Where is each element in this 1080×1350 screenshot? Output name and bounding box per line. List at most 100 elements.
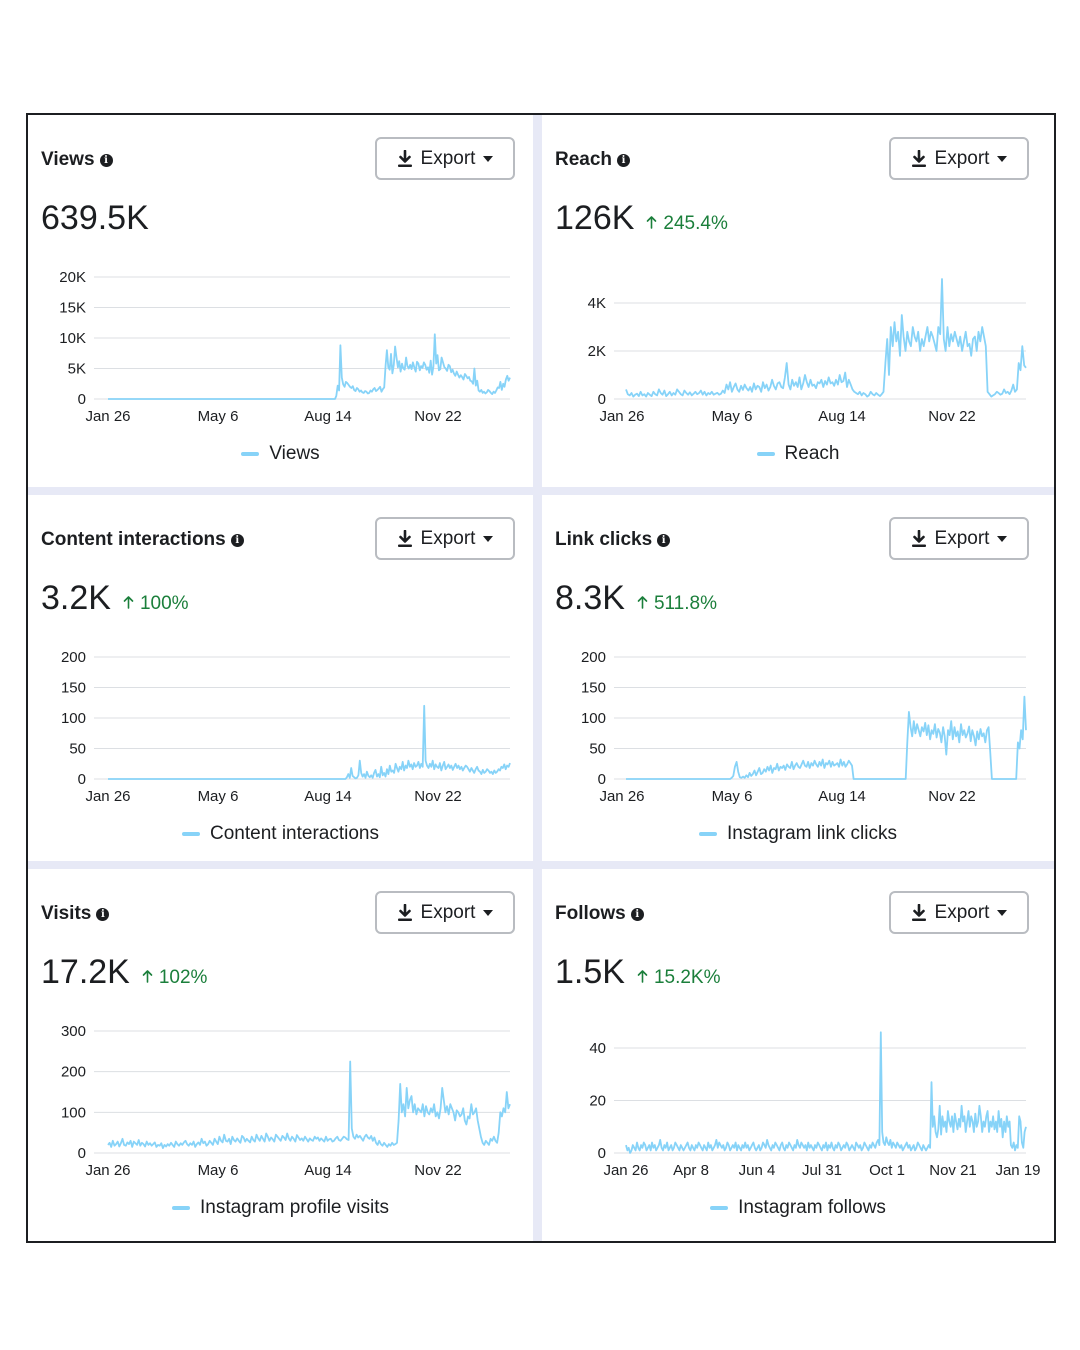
x-tick-label: May 6 bbox=[712, 408, 753, 425]
card-title-text: Views bbox=[41, 149, 95, 170]
x-tick-label: Aug 14 bbox=[304, 1162, 352, 1179]
y-tick-label: 40 bbox=[589, 1040, 606, 1057]
export-button-content-interactions[interactable]: Export bbox=[375, 517, 515, 560]
y-tick-label: 10K bbox=[59, 330, 86, 347]
info-icon[interactable]: i bbox=[230, 533, 244, 547]
y-tick-label: 200 bbox=[61, 649, 86, 666]
metric-card-views: Views i Export 639.5K 0 5K 10K 15K 20K Jan 26… bbox=[28, 115, 533, 487]
legend-label: Views bbox=[269, 443, 320, 464]
metric: 126K 245.4% bbox=[555, 199, 728, 238]
chart-legend[interactable]: Instagram profile visits bbox=[28, 1197, 533, 1219]
caret-down-icon bbox=[483, 535, 494, 542]
export-button-views[interactable]: Export bbox=[375, 137, 515, 180]
chart-legend[interactable]: Content interactions bbox=[28, 823, 533, 845]
export-label: Export bbox=[934, 147, 990, 169]
legend-swatch bbox=[182, 832, 200, 836]
export-button-follows[interactable]: Export bbox=[889, 891, 1029, 934]
x-tick-label: Nov 21 bbox=[929, 1162, 977, 1179]
y-tick-label: 200 bbox=[61, 1064, 86, 1081]
card-title: Content interactions i bbox=[41, 529, 244, 551]
info-icon[interactable]: i bbox=[96, 907, 110, 921]
metric-change-text: 15.2K% bbox=[653, 967, 721, 988]
y-tick-label: 200 bbox=[581, 649, 606, 666]
y-tick-label: 100 bbox=[61, 710, 86, 727]
y-tick-label: 0 bbox=[78, 1145, 86, 1162]
x-tick-label: Aug 14 bbox=[304, 408, 352, 425]
y-tick-label: 2K bbox=[588, 343, 606, 360]
info-icon[interactable]: i bbox=[617, 153, 631, 167]
metric-change: 15.2K% bbox=[637, 967, 721, 989]
metric-change: 245.4% bbox=[646, 213, 728, 235]
line-chart-views: 0 5K 10K 15K 20K Jan 26 May 6 Aug 14 Nov 22 bbox=[59, 269, 511, 425]
arrow-up-icon bbox=[123, 596, 134, 609]
metric-value: 8.3K bbox=[555, 579, 625, 617]
metric-change-text: 245.4% bbox=[663, 213, 728, 234]
metric-change-text: 102% bbox=[158, 967, 208, 988]
x-tick-label: May 6 bbox=[712, 788, 753, 805]
x-tick-label: Nov 22 bbox=[414, 408, 462, 425]
metric-change-text: 100% bbox=[139, 593, 189, 614]
info-icon[interactable]: i bbox=[99, 153, 113, 167]
dashboard-frame: Views i Export 639.5K 0 5K 10K 15K 20K Jan 26… bbox=[26, 113, 1056, 1243]
x-tick-label: Nov 22 bbox=[928, 408, 976, 425]
export-button-visits[interactable]: Export bbox=[375, 891, 515, 934]
chart-legend[interactable]: Views bbox=[28, 443, 533, 465]
y-tick-label: 0 bbox=[78, 391, 86, 408]
y-tick-label: 50 bbox=[589, 741, 606, 758]
series-line-content-interactions[interactable] bbox=[108, 704, 511, 780]
card-title: Views i bbox=[41, 149, 113, 171]
line-chart-visits: 0 100 200 300 Jan 26 May 6 Aug 14 Nov 22 bbox=[61, 1023, 511, 1179]
arrow-up-icon bbox=[637, 970, 648, 983]
x-tick-label: Jan 19 bbox=[995, 1162, 1040, 1179]
series-line-link-clicks[interactable] bbox=[626, 695, 1027, 780]
card-title-text: Reach bbox=[555, 149, 613, 170]
card-title-text: Visits bbox=[41, 903, 92, 924]
chart-legend[interactable]: Instagram link clicks bbox=[542, 823, 1054, 845]
arrow-up-icon bbox=[142, 970, 153, 983]
series-line-reach[interactable] bbox=[625, 278, 1027, 398]
metric: 17.2K 102% bbox=[41, 953, 207, 992]
info-icon[interactable]: i bbox=[630, 907, 644, 921]
y-tick-label: 0 bbox=[598, 1145, 606, 1162]
y-tick-label: 20 bbox=[589, 1093, 606, 1110]
legend-swatch bbox=[756, 452, 775, 456]
card-title-text: Follows bbox=[555, 903, 626, 924]
x-tick-label: Aug 14 bbox=[304, 788, 352, 805]
caret-down-icon bbox=[997, 155, 1008, 162]
arrow-up-icon bbox=[647, 216, 657, 229]
legend-label: Instagram profile visits bbox=[199, 1197, 389, 1218]
metric: 639.5K bbox=[41, 199, 149, 238]
legend-label: Reach bbox=[784, 443, 840, 464]
info-icon[interactable]: i bbox=[657, 533, 671, 547]
export-label: Export bbox=[420, 527, 476, 549]
y-tick-label: 100 bbox=[61, 1104, 86, 1121]
y-tick-label: 20K bbox=[59, 269, 86, 286]
legend-label: Instagram follows bbox=[738, 1197, 886, 1218]
chart-legend[interactable]: Instagram follows bbox=[542, 1197, 1054, 1219]
chart-legend[interactable]: Reach bbox=[542, 443, 1054, 465]
metric-value: 17.2K bbox=[41, 953, 130, 991]
series-line-follows[interactable] bbox=[625, 1031, 1027, 1154]
series-line-views[interactable] bbox=[108, 333, 511, 400]
x-tick-label: Jan 26 bbox=[599, 788, 644, 805]
metric: 8.3K 511.8% bbox=[555, 579, 717, 618]
export-button-link-clicks[interactable]: Export bbox=[889, 517, 1029, 560]
download-icon bbox=[397, 149, 412, 167]
x-tick-label: Aug 14 bbox=[818, 408, 866, 425]
metric-card-follows: Follows i Export 1.5K 15.2K% 0 20 40 Jan 26… bbox=[542, 869, 1054, 1241]
caret-down-icon bbox=[483, 909, 494, 916]
y-tick-label: 15K bbox=[59, 300, 86, 317]
download-icon bbox=[911, 149, 926, 167]
export-button-reach[interactable]: Export bbox=[889, 137, 1029, 180]
series-line-visits[interactable] bbox=[107, 1060, 511, 1149]
metric-change: 102% bbox=[142, 967, 208, 989]
arrow-up-icon bbox=[637, 596, 648, 609]
download-icon bbox=[397, 529, 412, 547]
y-tick-label: 0 bbox=[598, 391, 606, 408]
x-tick-label: Nov 22 bbox=[928, 788, 976, 805]
x-tick-label: May 6 bbox=[198, 788, 239, 805]
metric-card-visits: Visits i Export 17.2K 102% 0 100 200 300 Jan… bbox=[28, 869, 533, 1241]
card-title: Visits i bbox=[41, 903, 110, 925]
card-title: Reach i bbox=[555, 149, 631, 171]
card-title-text: Content interactions bbox=[41, 529, 226, 550]
